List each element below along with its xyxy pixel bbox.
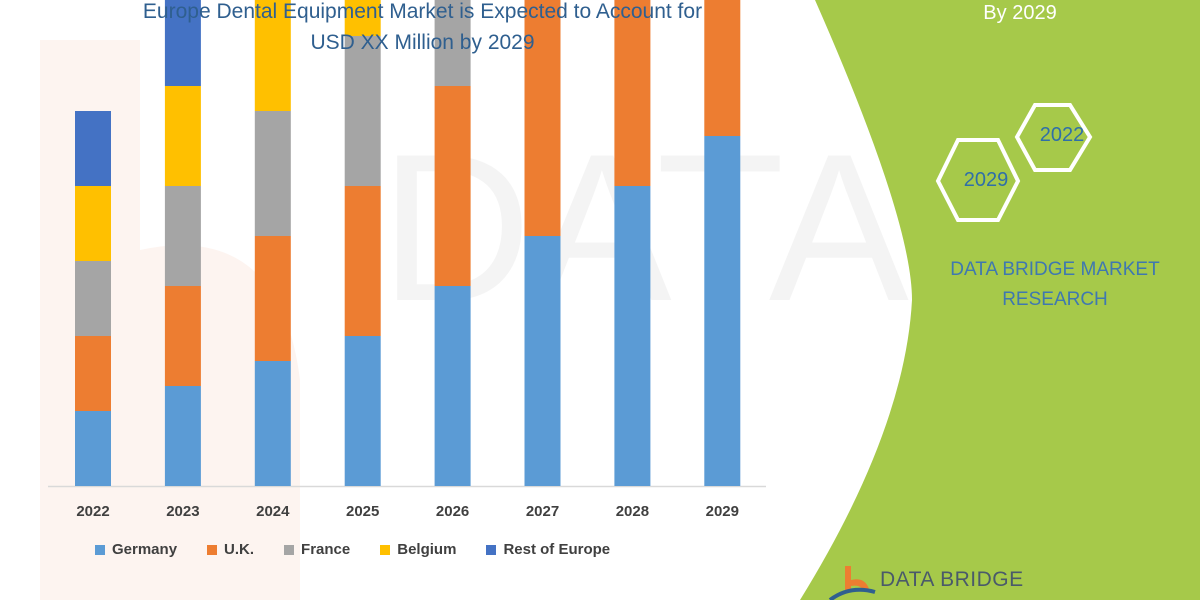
legend-swatch [284,544,295,555]
legend: Germany U.K. France Belgium Rest of Europe [95,541,640,558]
legend-swatch [95,544,105,555]
title-line-2: USD XX Million by 2029 [310,31,535,54]
bar-segment-2028-germany [614,186,651,486]
legend-label: Rest of Europe [503,541,611,558]
bar-segment-2023-u-k- [164,286,201,386]
bars [75,0,741,486]
bar-segment-2024-u-k- [254,236,291,361]
bar-segment-2028-u-k- [614,0,651,186]
bar-segment-2029-u-k- [704,0,741,136]
bar-segment-2026-france [434,0,471,86]
bar-segment-2025-belgium [344,0,381,36]
bar-segment-2023-rest-of-europe [164,0,201,86]
bar-segment-2025-germany [344,336,381,486]
bar-segment-2022-belgium [75,186,111,261]
legend-item: U.K. [207,541,254,558]
hexagon-2029 [935,138,1021,222]
title-line-1: Europe Dental Equipment Market is Expect… [142,0,703,23]
bar-segment-2027-germany [524,236,561,486]
x-tick-label-2024: 2024 [256,503,290,520]
bar-segment-2023-belgium [164,86,201,186]
hexagon-2022 [1014,103,1093,172]
hex-year-2029: 2029 [963,169,1009,191]
legend-item: France [284,541,350,558]
by-year-label: By 2029 [983,2,1057,24]
bar-segment-2029-germany [704,136,741,486]
bar-segment-2024-france [254,111,291,236]
legend-label: France [301,541,351,558]
legend-swatch [380,544,391,555]
legend-item: Belgium [380,541,456,558]
x-tick-label-2027: 2027 [525,503,560,520]
legend-label: Germany [112,541,178,558]
brand-text: DATA BRIDGE MARKET RESEARCH [925,255,1185,315]
logo-icon [828,566,876,600]
chart-title: Europe Dental Equipment Market is Expect… [60,0,785,58]
legend-label: U.K. [224,541,255,558]
bar-segment-2023-france [164,186,201,286]
bar-segment-2022-france [75,261,111,336]
bar-segment-2022-u-k- [75,336,111,411]
bar-segment-2022-rest-of-europe [75,111,111,186]
hex-year-2022: 2022 [1039,124,1085,146]
bar-segment-2026-u-k- [434,86,471,286]
bar-segment-2023-germany [164,386,201,486]
x-tick-label-2022: 2022 [76,503,110,520]
bar-segment-2024-belgium [254,0,291,111]
brand-line-2: RESEARCH [1002,289,1108,310]
legend-label: Belgium [397,541,457,558]
x-tick-label-2029: 2029 [705,503,739,520]
bar-segment-2027-u-k- [524,0,561,236]
brand-line-1: DATA BRIDGE MARKET [950,259,1160,280]
bar-segment-2025-france [344,36,381,186]
bar-segment-2022-germany [75,411,111,486]
bar-segment-2026-germany [434,286,471,486]
x-tick-label-2028: 2028 [615,503,650,520]
bar-segment-2025-u-k- [344,186,381,336]
legend-swatch [486,544,497,555]
logo-text: DATA BRIDGE [880,568,1024,591]
legend-item: Rest of Europe [486,541,610,558]
x-tick-label-2026: 2026 [435,503,470,520]
x-tick-label-2025: 2025 [346,503,380,520]
x-tick-label-2023: 2023 [166,503,200,520]
legend-item: Germany [95,541,177,558]
legend-swatch [207,544,218,555]
bar-segment-2024-germany [254,361,291,486]
green-panel [800,0,1200,600]
